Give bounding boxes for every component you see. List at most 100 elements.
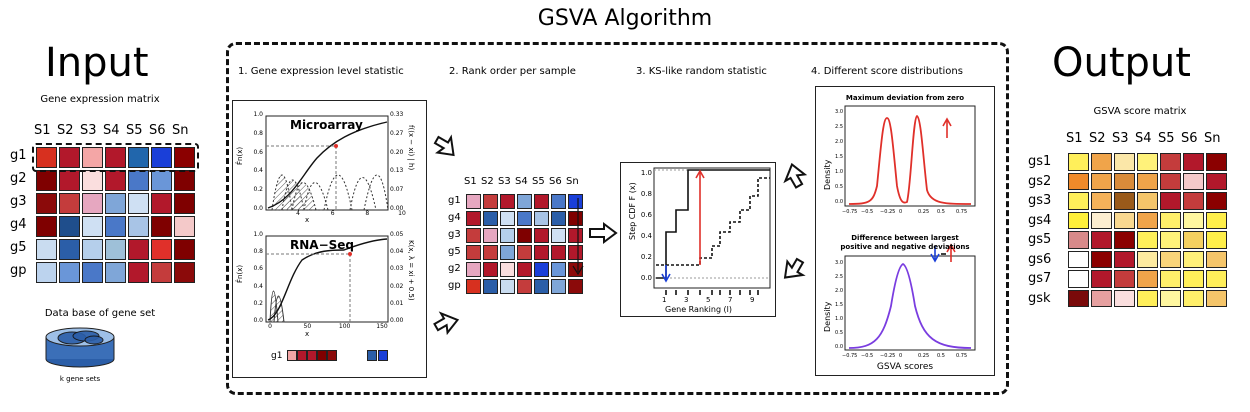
matrix-cell (1114, 211, 1135, 229)
matrix-cell (1068, 250, 1089, 268)
dist-bottom-x-tick: −0.5 (861, 353, 874, 359)
column-header: S5 (126, 123, 143, 138)
matrix-cell (1183, 172, 1204, 190)
tick-label: 0.00 (390, 205, 404, 212)
column-header: Sn (566, 176, 579, 187)
matrix-cell (534, 279, 549, 294)
tick-label: 1.0 (253, 231, 263, 238)
matrix-cell (568, 194, 583, 209)
matrix-cell (466, 211, 481, 226)
matrix-cell (483, 228, 498, 243)
matrix-cell (36, 239, 57, 260)
matrix-cell (1091, 211, 1112, 229)
matrix-cell (151, 147, 172, 168)
matrix-cell (1114, 231, 1135, 249)
dist-bottom-y-tick: 0.5 (835, 330, 843, 336)
matrix-cell (1160, 231, 1181, 249)
matrix-cell (1137, 153, 1158, 171)
matrix-cell (551, 262, 566, 277)
row-label: g3 (10, 194, 27, 209)
matrix-cell (1091, 172, 1112, 190)
dist-top-x-tick: −0.5 (861, 209, 874, 215)
row-label: g2 (448, 263, 461, 274)
matrix-cell (59, 239, 80, 260)
dist-bottom-y-tick: 1.0 (835, 316, 843, 322)
matrix-cell (483, 211, 498, 226)
matrix-cell (1183, 211, 1204, 229)
g1-strip-cell (367, 350, 377, 361)
database-icon (45, 327, 115, 368)
matrix-cell (1160, 172, 1181, 190)
dist-top-y-tick: 0.5 (835, 184, 843, 190)
ks-y-tick: 1.0 (640, 169, 652, 177)
matrix-cell (534, 228, 549, 243)
row-label: gp (448, 280, 461, 291)
tick-label: 0.8 (253, 248, 263, 256)
dist-bottom-x-tick: −0.25 (880, 353, 896, 359)
ks-x-tick: 9 (750, 296, 755, 304)
matrix-cell (1206, 211, 1227, 229)
matrix-cell (517, 262, 532, 277)
dist-top-x-tick: −0.25 (880, 209, 896, 215)
ks-step-plot (653, 167, 771, 295)
dist-bottom-x-tick: 0.75 (956, 353, 968, 359)
column-header: S3 (80, 123, 97, 138)
matrix-cell (551, 211, 566, 226)
matrix-cell (174, 262, 195, 283)
matrix-cell (1114, 153, 1135, 171)
column-header: S1 (464, 176, 477, 187)
matrix-cell (1068, 270, 1089, 288)
matrix-cell (1091, 289, 1112, 307)
matrix-cell (1183, 231, 1204, 249)
dist-top-x-tick: 0.25 (918, 209, 930, 215)
matrix-cell (36, 147, 57, 168)
column-header: S5 (532, 176, 545, 187)
dist-top-x-tick: 0.5 (937, 209, 945, 215)
matrix-cell (1160, 250, 1181, 268)
matrix-cell (1206, 172, 1227, 190)
ks-x-tick: 5 (706, 296, 711, 304)
row-label: g5 (10, 240, 27, 255)
column-header: S3 (498, 176, 511, 187)
microarray-plot-frame (265, 115, 389, 211)
dist-top-y-tick: 1.0 (835, 169, 843, 175)
matrix-cell (534, 194, 549, 209)
dist-bottom-x-tick: 0.5 (937, 353, 945, 359)
rnaseq-label: RNA−Seq (290, 238, 354, 252)
matrix-cell (105, 216, 126, 237)
tick-label: 0 (268, 323, 272, 330)
row-label: gs2 (1028, 173, 1052, 189)
matrix-cell (483, 262, 498, 277)
matrix-cell (500, 245, 515, 260)
density-plots (265, 115, 389, 323)
matrix-cell (1206, 153, 1227, 171)
matrix-cell (59, 193, 80, 214)
row-label: gs5 (1028, 232, 1052, 247)
matrix-cell (1160, 289, 1181, 307)
matrix-cell (483, 194, 498, 209)
input-heading: Input (45, 40, 149, 86)
ks-y-tick: 0.6 (640, 211, 652, 219)
matrix-cell (551, 279, 566, 294)
dist-bottom-y-tick: 2.0 (835, 288, 843, 294)
ks-x-tick: 1 (662, 296, 667, 304)
tick-label: 0.04 (390, 248, 404, 256)
column-header: Sn (172, 123, 189, 138)
dist-top-x-tick: −0.75 (842, 209, 858, 215)
ks-y-tick: 0.0 (640, 274, 652, 282)
matrix-cell (105, 193, 126, 214)
column-header: S1 (34, 123, 51, 138)
matrix-cell (1068, 289, 1089, 307)
matrix-cell (466, 279, 481, 294)
dist-plots (844, 105, 976, 351)
tick-label: 0.33 (390, 111, 404, 118)
microarray-y2-label: f((x − xi) | h) (407, 125, 415, 171)
row-label: gs6 (1028, 251, 1052, 267)
matrix-cell (1137, 250, 1158, 268)
matrix-cell (517, 194, 532, 209)
row-label: g4 (10, 217, 27, 232)
matrix-cell (1137, 270, 1158, 288)
matrix-cell (568, 228, 583, 243)
matrix-cell (517, 245, 532, 260)
matrix-cell (105, 147, 126, 168)
